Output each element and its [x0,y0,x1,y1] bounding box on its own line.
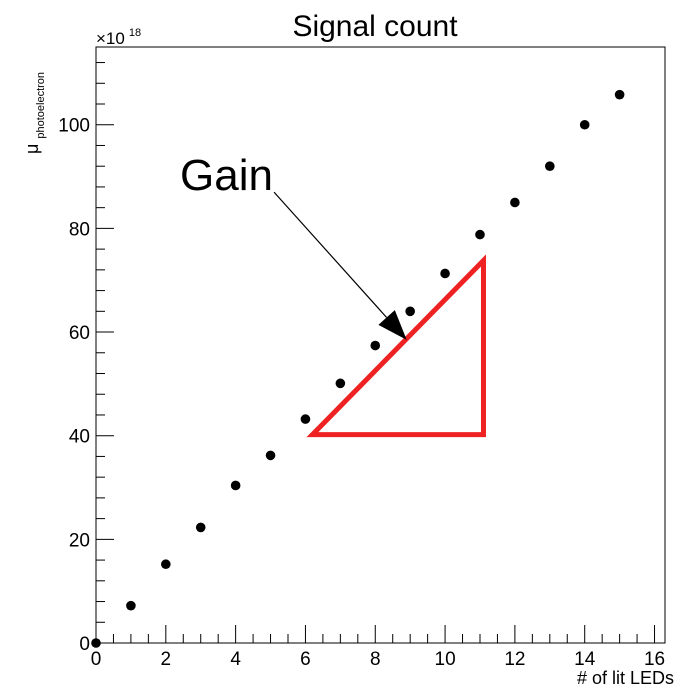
x-tick-label: 2 [161,649,172,670]
x-tick-label: 10 [435,649,456,670]
y-tick-label: 20 [69,530,90,551]
y-axis-label-main: μ [22,144,42,154]
y-axis-label: μ photoelectron [22,72,47,154]
y-multiplier-base: ×10 [96,29,125,48]
y-multiplier-exponent: 18 [129,27,141,39]
y-tick-label: 40 [69,427,90,448]
y-multiplier: ×10 18 [96,27,141,48]
data-point [510,197,520,208]
gain-arrowhead [378,310,407,340]
data-point [335,378,346,389]
data-point [545,161,555,171]
chart-title: Signal count [292,10,458,43]
data-point [161,559,171,570]
x-tick-label: 12 [504,649,525,670]
svg-text:μ photoelectron: μ photoelectron [22,72,47,154]
y-tick-label: 80 [69,219,90,240]
x-tick-label: 14 [574,649,596,670]
y-tick-label: 100 [58,116,90,137]
x-tick-label: 4 [230,649,241,670]
data-point [475,229,485,240]
x-tick-label: 16 [644,649,665,670]
x-tick-label: 6 [300,649,311,670]
data-point [265,450,276,461]
y-axis-tick-labels: 0 20 40 60 80 100 [58,116,90,655]
data-point [195,522,206,533]
plot-frame [95,46,666,644]
data-point [405,306,415,317]
y-tick-label: 60 [69,323,90,344]
data-point [440,268,450,279]
x-tick-label: 8 [370,649,381,670]
data-point [370,340,381,351]
y-tick-label: 0 [79,634,90,655]
data-point [126,600,136,611]
y-axis-label-subscript: photoelectron [35,72,47,139]
y-axis-ticks [96,62,114,644]
gain-triangle [306,254,486,438]
data-point [300,414,311,424]
data-point [579,119,590,130]
data-points [91,89,625,648]
data-point [91,638,101,648]
x-axis-label: # of lit LEDs [577,668,674,688]
data-point [230,480,241,491]
x-axis-ticks [95,625,656,643]
gain-arrow [273,191,388,318]
gain-annotation: Gain [180,151,273,200]
x-axis-tick-labels: 0 2 4 6 8 10 12 14 16 [91,649,665,670]
data-point [614,89,625,100]
x-tick-label: 0 [91,649,102,670]
